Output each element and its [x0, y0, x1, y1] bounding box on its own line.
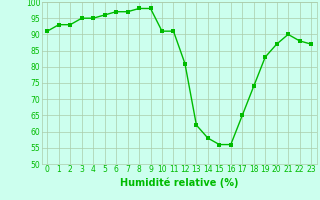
- X-axis label: Humidité relative (%): Humidité relative (%): [120, 177, 238, 188]
